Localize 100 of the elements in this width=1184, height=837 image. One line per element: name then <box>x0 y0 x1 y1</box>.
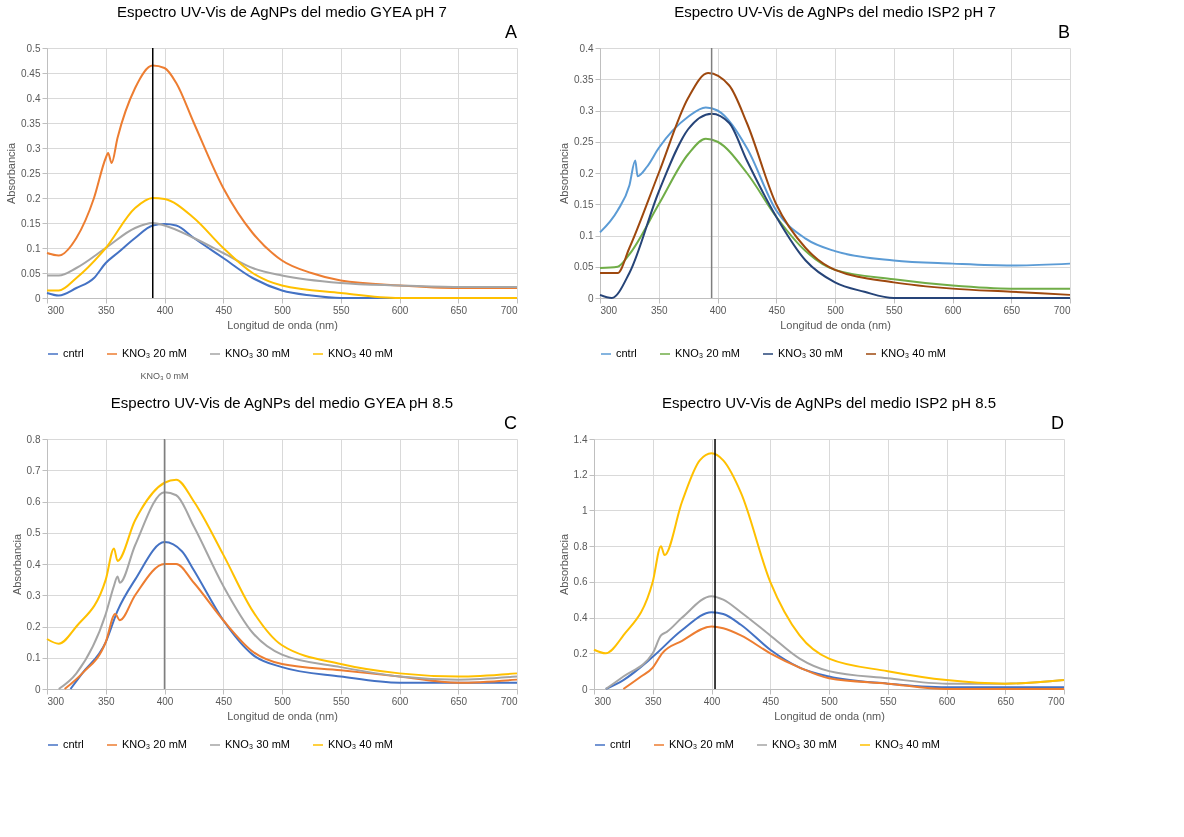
x-tick-label: 550 <box>332 695 351 707</box>
x-axis-title: Longitud de onda (nm) <box>227 318 338 331</box>
y-tick-label: 0.1 <box>579 230 594 241</box>
legend-label: KNO₃ 40 mM <box>328 347 393 359</box>
text: A <box>504 22 517 42</box>
y-axis-title: Absorbancia <box>557 533 570 596</box>
x-tick-label: 650 <box>1003 304 1021 316</box>
y-tick-label: 0.8 <box>573 540 588 552</box>
line-series <box>69 541 518 690</box>
x-tick-label: 300 <box>47 304 65 316</box>
y-tick-label: 0.25 <box>574 136 594 148</box>
legend-label: KNO₃ 30 mM <box>225 738 290 750</box>
y-axis-title: Absorbancia <box>10 533 23 596</box>
x-tick-label: 300 <box>600 304 618 316</box>
x-tick-label: 450 <box>215 304 233 316</box>
legend-label: KNO₃ 20 mM <box>122 738 187 750</box>
legend-label: KNO₃ 20 mM <box>122 347 187 359</box>
chart-title: Espectro UV-Vis de AgNPs del medio GYEA pH 8.5 <box>110 394 454 411</box>
y-tick-label: 0 <box>587 292 594 304</box>
y-tick-label: 0 <box>34 683 41 695</box>
line-series <box>46 222 518 288</box>
x-tick-label: 400 <box>709 304 727 316</box>
legend-label: KNO₃ 30 mM <box>778 347 843 359</box>
x-tick-label: 550 <box>332 304 351 316</box>
y-tick-label: 0.7 <box>26 464 41 476</box>
x-tick-label: 400 <box>703 695 721 707</box>
legend-label: cntrl <box>610 738 631 750</box>
legend-label: cntrl <box>63 347 84 359</box>
y-tick-label: 0.1 <box>26 242 41 254</box>
chart-title: Espectro UV-Vis de AgNPs del medio GYEA pH 7 <box>117 3 447 20</box>
x-tick-label: 500 <box>274 304 292 316</box>
chart-title: Espectro UV-Vis de AgNPs del medio ISP2 pH 7 <box>674 3 996 20</box>
y-tick-label: 0.3 <box>579 105 594 116</box>
x-tick-label: 400 <box>156 695 174 707</box>
line-series <box>46 64 518 289</box>
y-tick-label: 0.2 <box>26 621 41 632</box>
x-tick-label: 300 <box>594 695 612 707</box>
y-tick-label: 0.35 <box>21 117 41 129</box>
y-tick-label: 0.15 <box>21 217 41 229</box>
legend-label: KNO₃ 20 mM <box>675 347 740 359</box>
x-tick-label: 600 <box>938 695 956 707</box>
y-tick-label: 0.6 <box>573 576 588 588</box>
x-tick-label: 350 <box>644 695 663 707</box>
y-tick-label: 1.4 <box>573 433 588 445</box>
text: KNO₃ 0 mM <box>140 371 189 381</box>
x-tick-label: 600 <box>944 304 962 316</box>
text: D <box>1051 413 1064 433</box>
x-tick-label: 600 <box>391 695 409 707</box>
x-tick-label: 400 <box>156 304 174 316</box>
legend-label: cntrl <box>63 738 84 750</box>
legend-label: KNO₃ 40 mM <box>875 738 940 750</box>
y-tick-label: 0.2 <box>579 167 594 179</box>
x-tick-label: 600 <box>391 304 409 316</box>
y-tick-label: 1.2 <box>573 469 588 481</box>
x-axis-title: Longitud de onda (nm) <box>227 709 338 722</box>
y-tick-label: 0 <box>581 683 588 695</box>
x-tick-label: 300 <box>47 695 65 707</box>
y-tick-label: 0.35 <box>574 73 594 85</box>
legend-label: KNO₃ 30 mM <box>772 738 837 750</box>
x-tick-label: 500 <box>274 695 292 707</box>
x-tick-label: 450 <box>768 304 786 316</box>
x-tick-label: 450 <box>762 695 780 707</box>
y-tick-label: 0.4 <box>573 612 588 624</box>
y-tick-label: 0.5 <box>26 42 41 54</box>
line-series <box>63 563 518 690</box>
legend-label: KNO₃ 20 mM <box>669 738 734 750</box>
y-tick-label: 0.4 <box>26 92 41 104</box>
x-tick-label: 700 <box>1053 304 1071 316</box>
x-axis-title: Longitud de onda (nm) <box>774 709 885 722</box>
line-series <box>622 625 1065 690</box>
y-tick-label: 0.2 <box>26 192 41 204</box>
x-tick-label: 350 <box>97 695 116 707</box>
x-tick-label: 550 <box>879 695 898 707</box>
chart-title: Espectro UV-Vis de AgNPs del medio ISP2 pH 8.5 <box>661 394 997 411</box>
y-tick-label: 0 <box>34 292 41 304</box>
line-series <box>599 106 1071 267</box>
x-tick-label: 650 <box>997 695 1015 707</box>
x-tick-label: 650 <box>450 695 468 707</box>
x-tick-label: 350 <box>97 304 116 316</box>
line-series <box>593 452 1065 685</box>
y-tick-label: 0.6 <box>26 496 41 507</box>
x-tick-label: 450 <box>215 695 233 707</box>
legend-label: KNO₃ 30 mM <box>225 347 290 359</box>
x-tick-label: 700 <box>500 304 518 316</box>
x-tick-label: 500 <box>827 304 845 316</box>
y-tick-label: 0.5 <box>26 527 41 539</box>
y-tick-label: 0.4 <box>26 558 41 570</box>
y-tick-label: 0.2 <box>573 647 588 659</box>
y-tick-label: 0.05 <box>21 267 41 279</box>
text: B <box>1057 22 1070 42</box>
x-tick-label: 700 <box>500 695 518 707</box>
legend-label: cntrl <box>616 347 637 359</box>
line-series <box>599 137 1071 290</box>
y-tick-label: 0.1 <box>26 652 41 664</box>
y-tick-label: 0.3 <box>26 142 41 154</box>
x-tick-label: 650 <box>450 304 468 316</box>
y-tick-label: 0.8 <box>26 433 41 445</box>
y-axis-title: Absorbancia <box>558 142 571 205</box>
y-tick-label: 1 <box>581 504 588 516</box>
y-tick-label: 0.3 <box>26 589 41 601</box>
